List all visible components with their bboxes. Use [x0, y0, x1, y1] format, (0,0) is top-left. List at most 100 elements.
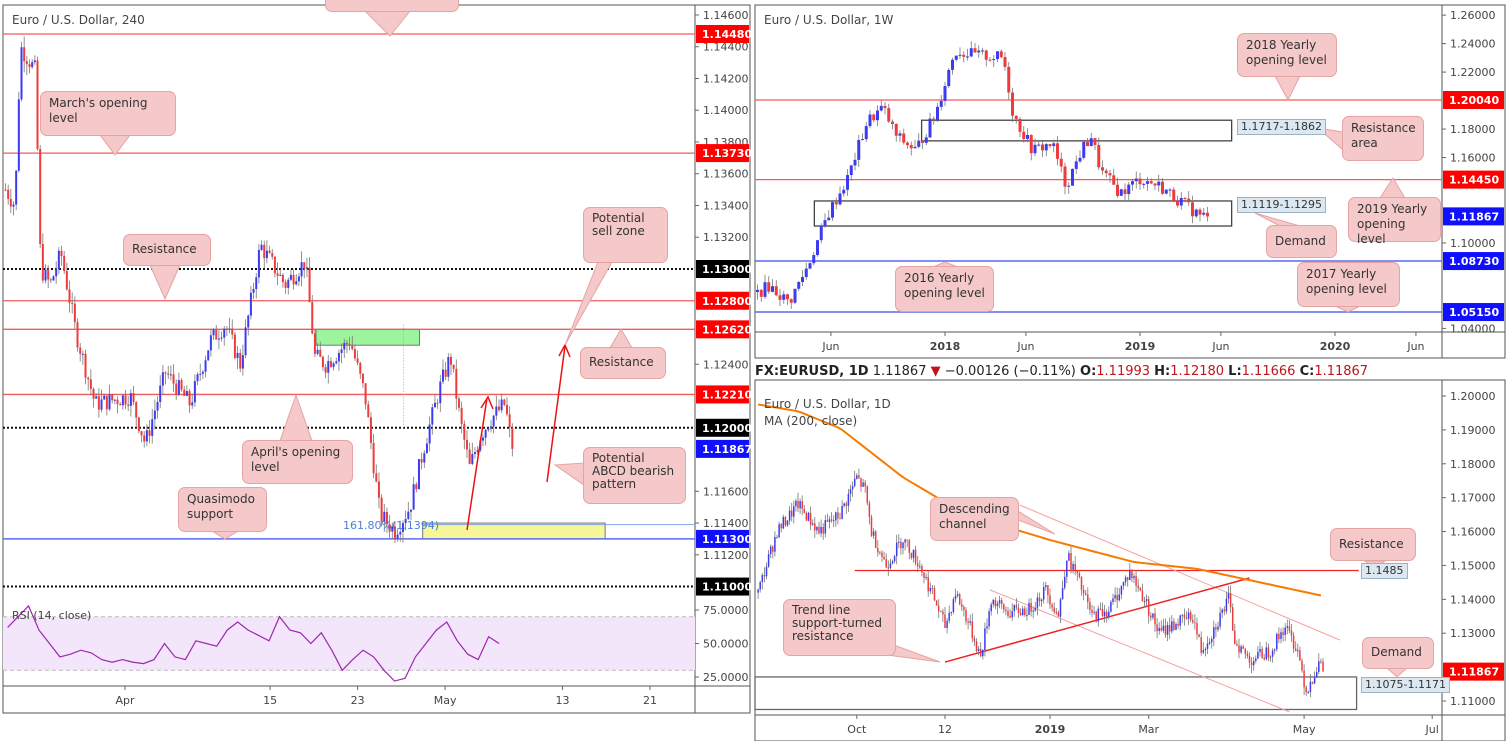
candle [15, 170, 18, 205]
candle [1051, 604, 1053, 608]
candle [812, 255, 816, 264]
candle [879, 552, 881, 554]
candle [906, 539, 908, 541]
candle [1309, 681, 1312, 692]
candle [872, 114, 876, 121]
candle [25, 61, 28, 65]
candle [1009, 616, 1011, 618]
price-tick-label: 1.13600 [703, 168, 749, 181]
candle [1156, 624, 1158, 632]
candle [1089, 602, 1091, 611]
candle [820, 527, 822, 534]
callout-top-cut [325, 0, 459, 12]
price-change: −0.00126 (−0.11%) [944, 364, 1076, 379]
candle [1305, 687, 1307, 693]
candle [193, 381, 196, 403]
candle [1200, 637, 1202, 653]
candle [1225, 598, 1228, 612]
rsi-line [7, 604, 500, 682]
candle [167, 373, 170, 375]
candle [324, 367, 327, 373]
ma-200-line [757, 403, 1322, 597]
candle [994, 599, 997, 607]
price-badge-label: 1.14480 [702, 28, 752, 41]
candle [281, 274, 284, 283]
candles [4, 36, 514, 544]
candle [1255, 658, 1257, 662]
candle [950, 612, 953, 614]
candle [857, 140, 861, 160]
time-tick-label: Jun [1016, 340, 1034, 353]
candle [39, 149, 42, 244]
candle [1240, 646, 1242, 653]
candle [404, 518, 407, 524]
candle [969, 48, 973, 57]
candle [981, 50, 984, 52]
candle [814, 523, 816, 531]
candle [828, 519, 831, 522]
open-label: O: [1080, 364, 1097, 379]
candle [1028, 602, 1030, 615]
candle [992, 59, 996, 61]
candle [1250, 662, 1253, 666]
candle [135, 402, 138, 418]
price-badge-label: 1.05150 [1449, 306, 1499, 319]
candle [1196, 623, 1198, 635]
callout-pointer [609, 328, 633, 349]
candle [431, 407, 434, 425]
candle [217, 338, 220, 340]
candle [1138, 178, 1142, 185]
candle [1063, 166, 1067, 187]
candle [183, 389, 186, 396]
candle [367, 404, 370, 418]
candle [311, 302, 314, 334]
demand-range-label: 1.1075-1.1171 [1361, 677, 1450, 693]
candle [377, 481, 380, 498]
candle [784, 517, 787, 526]
candle [822, 527, 824, 534]
candle [893, 556, 896, 562]
price-tick-label: 1.14200 [703, 72, 749, 85]
callout-pointer [149, 264, 181, 301]
callout-pointer [553, 462, 585, 486]
candle [12, 204, 15, 207]
candle [921, 140, 924, 143]
candle [47, 269, 50, 280]
candle [407, 511, 410, 519]
candle [1097, 144, 1101, 168]
candle [772, 546, 774, 552]
candle [883, 105, 887, 109]
price-badge [1443, 170, 1504, 189]
candle [1013, 605, 1016, 612]
candle [313, 333, 316, 354]
candle [891, 561, 894, 564]
candle [209, 335, 212, 351]
candle [933, 588, 936, 601]
candle [1104, 170, 1108, 174]
candle [902, 542, 904, 549]
candle [1056, 143, 1059, 159]
candle [778, 524, 780, 538]
price-badge [696, 144, 749, 163]
candle [998, 600, 1001, 604]
time-tick-label: 12 [938, 723, 952, 736]
candle [87, 377, 90, 380]
candle [1276, 633, 1278, 650]
price-tick-label: 1.13400 [703, 199, 749, 212]
candle [492, 415, 495, 427]
candle [952, 599, 955, 613]
candle [1183, 614, 1186, 618]
candle [297, 276, 300, 282]
down-arrow-icon: ▼ [930, 364, 941, 379]
candle [1158, 628, 1160, 632]
price-tick-label: 1.19000 [1450, 424, 1496, 437]
time-tick-label: 2020 [1320, 340, 1351, 353]
candle [63, 256, 66, 272]
candle [1311, 681, 1314, 684]
candle [801, 501, 803, 510]
candle [340, 349, 343, 353]
candle [292, 274, 295, 285]
candle [774, 286, 778, 296]
channel-lower-line [989, 589, 1290, 713]
